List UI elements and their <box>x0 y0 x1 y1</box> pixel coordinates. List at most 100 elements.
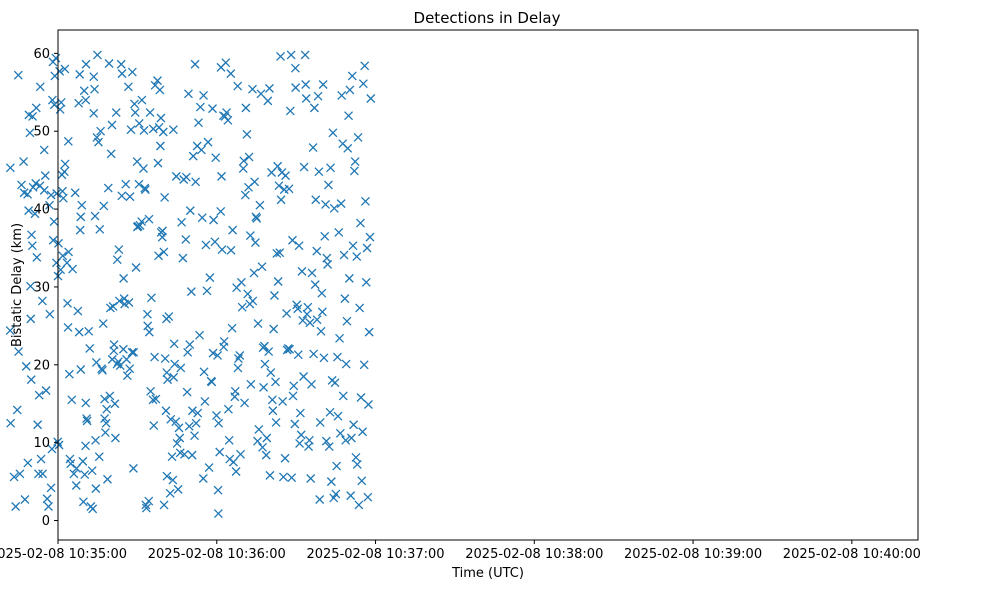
data-point <box>356 393 366 402</box>
data-point <box>95 224 105 234</box>
data-point <box>216 206 226 216</box>
data-point <box>48 235 58 245</box>
data-point <box>85 343 95 353</box>
data-point <box>336 199 346 209</box>
data-point <box>208 104 217 114</box>
x-axis: 2025-02-08 10:35:00 2025-02-08 10:36:00 20… <box>0 540 921 562</box>
data-point <box>265 470 275 480</box>
data-point <box>259 341 269 351</box>
data-point <box>63 136 73 146</box>
data-point <box>51 258 61 268</box>
data-point <box>293 350 303 360</box>
data-point <box>290 63 300 73</box>
data-point <box>287 473 297 483</box>
data-point <box>250 238 260 248</box>
data-point <box>125 364 135 374</box>
data-point <box>346 491 356 501</box>
data-point <box>146 293 156 303</box>
data-point <box>66 459 76 469</box>
data-point <box>89 108 99 118</box>
data-point <box>193 408 203 418</box>
data-point <box>363 492 373 502</box>
data-point <box>351 453 361 462</box>
data-point <box>151 394 161 404</box>
data-point <box>96 126 106 136</box>
data-point <box>233 363 243 373</box>
data-point <box>185 206 195 216</box>
data-point <box>253 319 263 329</box>
data-point <box>217 171 226 181</box>
data-point <box>332 461 342 471</box>
data-point <box>63 322 73 332</box>
data-point <box>168 475 178 485</box>
x-tick-label: 2025-02-08 10:36:00 <box>148 547 286 562</box>
data-point <box>60 159 70 169</box>
data-point <box>12 405 22 415</box>
data-point <box>264 347 274 357</box>
plot-area-frame <box>57 29 919 541</box>
data-point <box>144 327 154 337</box>
data-point <box>158 226 167 236</box>
data-point <box>255 200 265 210</box>
data-point <box>55 66 65 76</box>
data-point <box>197 213 207 223</box>
data-point <box>173 484 183 494</box>
data-point <box>236 277 246 287</box>
data-point <box>214 418 224 428</box>
data-point <box>9 472 19 482</box>
data-point <box>314 167 324 177</box>
data-point <box>341 359 351 369</box>
data-point <box>47 444 57 454</box>
data-point <box>290 419 300 429</box>
data-point <box>183 89 193 99</box>
data-point <box>112 255 122 265</box>
data-point <box>324 442 334 452</box>
data-point <box>5 163 15 173</box>
data-point <box>110 433 120 443</box>
data-point <box>150 352 160 362</box>
data-point <box>296 430 306 440</box>
data-point <box>295 438 305 448</box>
data-point <box>304 435 314 445</box>
data-point <box>162 471 172 481</box>
data-point <box>122 371 132 381</box>
data-point <box>326 477 336 487</box>
data-point <box>334 227 344 237</box>
data-point <box>153 158 163 168</box>
data-point <box>244 152 254 162</box>
data-point <box>181 172 191 182</box>
data-point <box>69 469 79 479</box>
data-point <box>55 104 65 114</box>
data-point <box>350 157 360 167</box>
data-point <box>70 188 80 198</box>
data-point <box>74 98 84 108</box>
data-point <box>81 441 90 451</box>
data-point <box>330 378 340 388</box>
data-point <box>75 69 85 79</box>
data-point <box>178 253 188 263</box>
data-point <box>35 82 45 92</box>
data-point <box>52 189 62 198</box>
data-point <box>180 449 189 459</box>
data-point <box>117 69 127 79</box>
data-point <box>31 178 41 188</box>
data-point <box>213 485 223 495</box>
data-point <box>299 372 309 381</box>
data-point <box>28 111 38 121</box>
data-point <box>224 435 234 445</box>
data-point <box>76 365 86 374</box>
data-point <box>323 180 333 190</box>
x-tick-label: 2025-02-08 10:38:00 <box>465 547 603 562</box>
data-point <box>146 386 156 396</box>
data-point <box>54 238 63 248</box>
data-point <box>101 418 111 428</box>
data-point <box>201 240 211 250</box>
data-point <box>215 447 225 457</box>
data-point <box>305 318 315 328</box>
data-point <box>284 184 294 194</box>
data-point <box>32 252 42 262</box>
data-point <box>75 225 85 235</box>
data-point <box>307 379 316 389</box>
data-point <box>106 149 116 159</box>
data-point <box>240 398 250 408</box>
